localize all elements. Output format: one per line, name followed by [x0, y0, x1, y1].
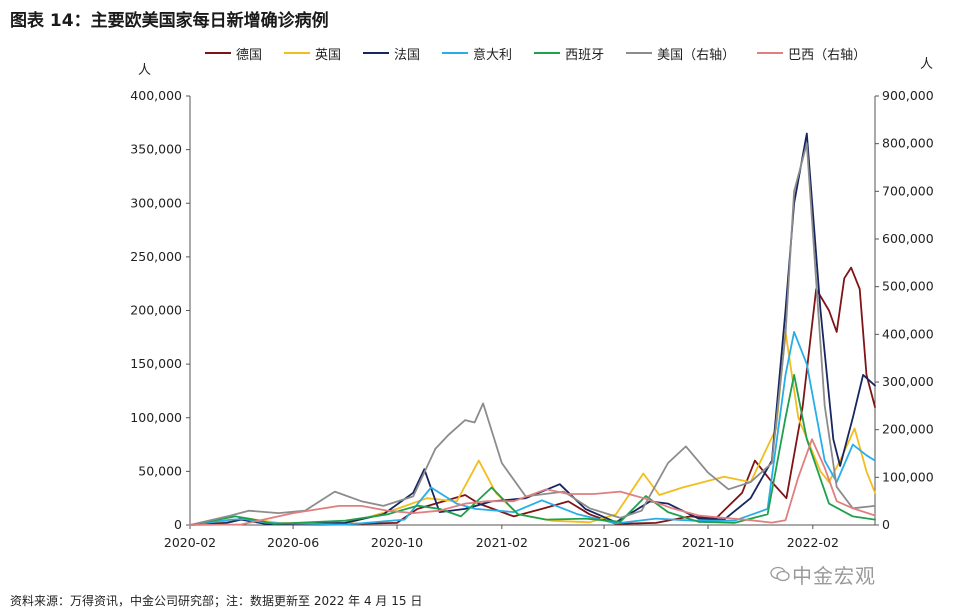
x-tick-label: 2021-02	[476, 535, 528, 550]
y-left-tick-label: 350,000	[130, 142, 182, 157]
legend-item-uk: 英国	[284, 44, 342, 63]
y-right-tick-label: 200,000	[882, 422, 934, 437]
y-right-tick-label: 500,000	[882, 279, 934, 294]
y-right-tick-label: 900,000	[882, 88, 934, 103]
y-right-tick-label: 600,000	[882, 231, 934, 246]
legend-swatch-brazil	[757, 52, 784, 54]
y-right-tick-label: 100,000	[882, 469, 934, 484]
y-right-tick-label: 300,000	[882, 374, 934, 389]
y-left-tick-label: 150,000	[130, 356, 182, 371]
x-tick-label: 2021-06	[578, 535, 630, 550]
series-line-5	[189, 142, 876, 526]
legend-swatch-usa	[626, 52, 653, 54]
y-right-tick-label: 0	[882, 517, 890, 532]
wechat-icon	[770, 566, 790, 582]
y-right-tick-label: 700,000	[882, 183, 934, 198]
figure-title: 图表 14：主要欧美国家每日新增确诊病例	[10, 11, 329, 31]
x-tick-label: 2020-10	[371, 535, 423, 550]
legend-swatch-germany	[205, 52, 231, 54]
legend-item-usa: 美国（右轴）	[626, 44, 736, 63]
x-tick-label: 2021-10	[682, 535, 734, 550]
y-right-tick-label: 400,000	[882, 326, 934, 341]
y-left-tick-label: 300,000	[130, 195, 182, 210]
legend-item-brazil: 巴西（右轴）	[757, 44, 867, 63]
legend-label-france: 法国	[394, 47, 421, 63]
y-left-tick-label: 200,000	[130, 303, 182, 318]
y-right-tick-label: 800,000	[882, 136, 934, 151]
x-tick-label: 2022-02	[787, 535, 839, 550]
y-left-tick-label: 0	[174, 517, 182, 532]
legend-label-italy: 意大利	[473, 47, 513, 63]
footnote: 资料来源：万得资讯，中金公司研究部；注：数据更新至 2022 年 4 月 15 …	[10, 594, 423, 608]
right-axis-unit: 人	[920, 57, 933, 72]
series-line-3	[189, 330, 876, 526]
legend-swatch-uk	[284, 52, 311, 54]
legend-label-uk: 英国	[315, 47, 342, 63]
legend-swatch-italy	[442, 52, 469, 54]
y-left-tick-label: 400,000	[130, 88, 182, 103]
y-left-tick-label: 50,000	[138, 463, 182, 478]
chart-series-lines	[189, 132, 876, 526]
legend-label-brazil: 巴西（右轴）	[788, 47, 867, 63]
y-left-tick-label: 250,000	[130, 249, 182, 264]
chart-legend: 德国 英国 法国 意大利 西班牙 美国（右轴） 巴西（右轴）	[205, 44, 867, 63]
legend-swatch-france	[363, 52, 390, 54]
legend-item-spain: 西班牙	[534, 44, 605, 63]
series-line-6	[189, 438, 876, 526]
x-tick-label: 2020-02	[164, 535, 216, 550]
y-left-tick-label: 100,000	[130, 410, 182, 425]
series-line-2	[189, 132, 876, 526]
watermark: 中金宏观	[792, 564, 876, 588]
legend-swatch-spain	[534, 52, 561, 54]
chart-axes: 人 人 400,000 350,000 300,000 250,000 200,000 150…	[130, 57, 933, 550]
series-line-4	[189, 373, 876, 526]
legend-label-spain: 西班牙	[565, 47, 605, 63]
legend-item-germany: 德国	[205, 44, 263, 63]
legend-label-germany: 德国	[236, 47, 263, 63]
legend-label-usa: 美国（右轴）	[657, 47, 736, 63]
legend-item-italy: 意大利	[442, 44, 513, 63]
left-axis-unit: 人	[138, 63, 151, 78]
x-tick-label: 2020-06	[267, 535, 319, 550]
legend-item-france: 法国	[363, 44, 421, 63]
